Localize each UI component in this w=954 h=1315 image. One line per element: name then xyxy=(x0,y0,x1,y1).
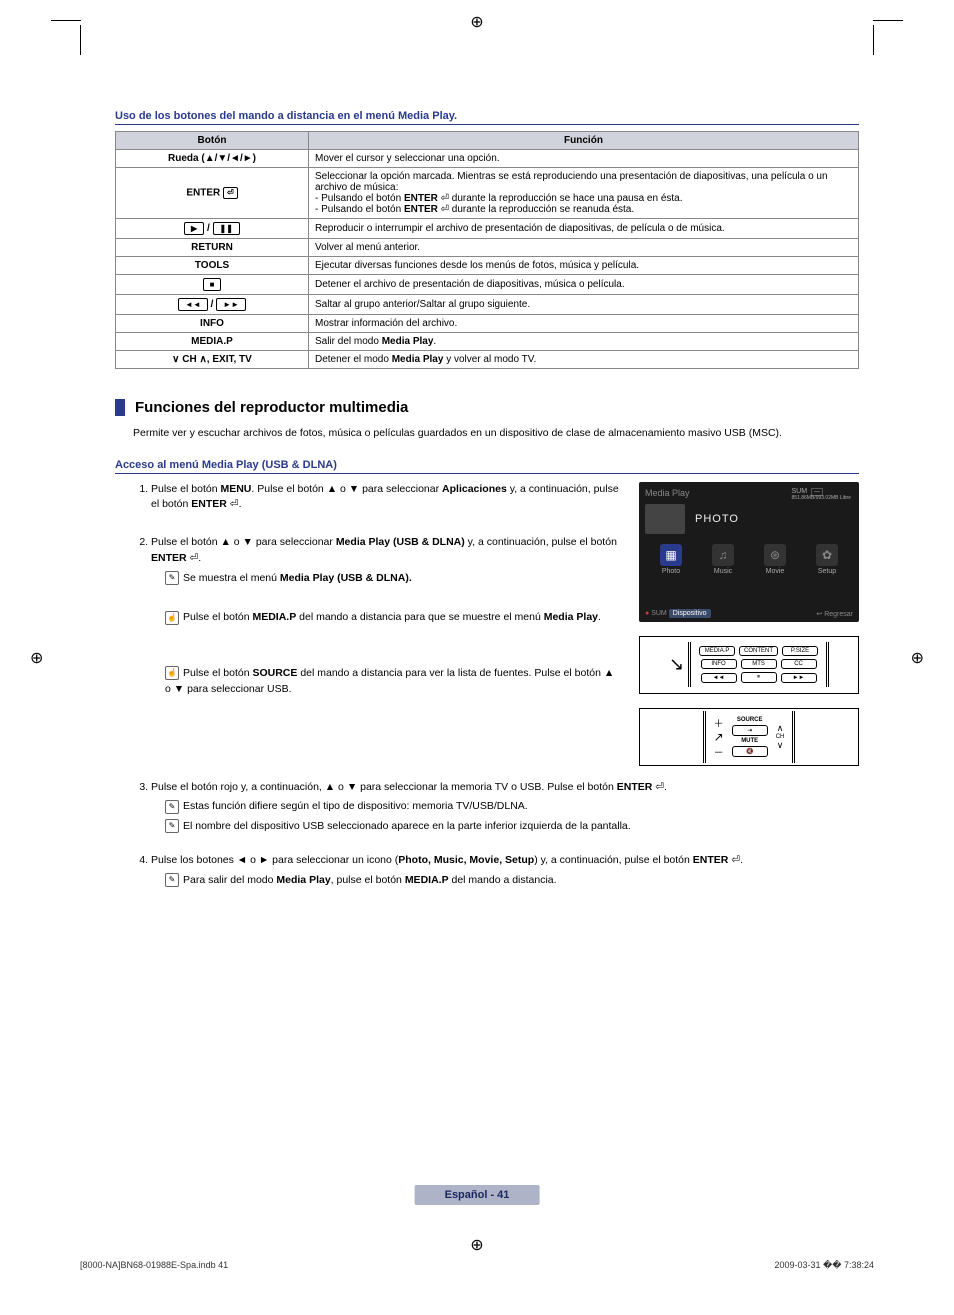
remote-btn: ⏸ xyxy=(741,672,777,683)
remote-btn: ►► xyxy=(781,673,817,683)
crop-mark-top: ⊕ xyxy=(470,12,483,32)
source-button: ⇥ xyxy=(732,725,768,736)
step-3: Pulse el botón rojo y, a continuación, ▲… xyxy=(151,780,859,835)
table-row: MEDIA.PSalir del modo Media Play. xyxy=(116,333,859,351)
step-2: Pulse el botón ▲ o ▼ para seleccionar Me… xyxy=(151,535,619,698)
ss-sum: SUM — 851.86MB/993.02MB Libre xyxy=(792,488,851,501)
crop-mark-left: ⊕ xyxy=(30,648,43,668)
ss-return: ↩ Regresar xyxy=(816,610,853,618)
remote-btn: MEDIA.P xyxy=(699,646,735,656)
table-row: ■Detener el archivo de presentación de d… xyxy=(116,275,859,295)
note-icon: ✎ xyxy=(165,800,179,814)
step-1: Pulse el botón MENU. Pulse el botón ▲ o … xyxy=(151,482,619,514)
remote-source: ＋ ↗ － SOURCE ⇥ MUTE 🔇 ∧ CH ∨ xyxy=(639,708,859,766)
photo-label: PHOTO xyxy=(695,513,739,525)
col-funcion: Función xyxy=(309,132,859,150)
crop-mark-right: ⊕ xyxy=(911,648,924,668)
table-row: TOOLSEjecutar diversas funciones desde l… xyxy=(116,257,859,275)
table-row: ENTER ⏎Seleccionar la opción marcada. Mi… xyxy=(116,168,859,219)
tip-icon: ☝ xyxy=(165,666,179,680)
remote-btn: ◄◄ xyxy=(701,673,737,683)
ss-icon-photo: ▦Photo xyxy=(660,544,682,575)
crop-mark-bottom: ⊕ xyxy=(470,1235,483,1255)
source-label: SOURCE xyxy=(737,717,763,723)
step-4: Pulse los botones ◄ o ► para seleccionar… xyxy=(151,853,859,889)
ss-icon-setup: ✿Setup xyxy=(816,544,838,575)
table-row: ▶ / ❚❚Reproducir o interrumpir el archiv… xyxy=(116,219,859,239)
subhead-acceso: Acceso al menú Media Play (USB & DLNA) xyxy=(115,459,859,474)
h2-funciones: Funciones del reproductor multimedia xyxy=(115,399,859,416)
col-boton: Botón xyxy=(116,132,309,150)
note-icon: ✎ xyxy=(165,571,179,585)
remote-mediap: ↘ MEDIA.PCONTENTP.SIZEINFOMTSCC◄◄⏸►► xyxy=(639,636,859,694)
print-filename: [8000-NA]BN68-01988E-Spa.indb 41 xyxy=(80,1260,228,1271)
note-icon: ✎ xyxy=(165,819,179,833)
mute-button: 🔇 xyxy=(732,746,768,757)
table-row: Rueda (▲/▼/◄/►)Mover el cursor y selecci… xyxy=(116,150,859,168)
table-row: INFOMostrar información del archivo. xyxy=(116,315,859,333)
media-play-screenshot: Media Play SUM — 851.86MB/993.02MB Libre… xyxy=(639,482,859,622)
page-number: Español - 41 xyxy=(415,1185,540,1205)
note-icon: ✎ xyxy=(165,873,179,887)
device-badge: Dispositivo xyxy=(669,609,711,618)
table-row: ◄◄ / ►►Saltar al grupo anterior/Saltar a… xyxy=(116,295,859,315)
remote-btn: MTS xyxy=(741,659,777,669)
table-row: RETURNVolver al menú anterior. xyxy=(116,239,859,257)
remote-btn: P.SIZE xyxy=(782,646,818,656)
print-timestamp: 2009-03-31 �� 7:38:24 xyxy=(774,1260,874,1271)
tip-icon: ☝ xyxy=(165,611,179,625)
section-title: Uso de los botones del mando a distancia… xyxy=(115,110,859,125)
ss-icon-movie: ⊛Movie xyxy=(764,544,786,575)
remote-btn: CC xyxy=(781,659,817,669)
table-row: ∨ CH ∧, EXIT, TVDetener el modo Media Pl… xyxy=(116,351,859,369)
remote-btn: CONTENT xyxy=(739,646,778,656)
remote-btn: INFO xyxy=(701,659,737,669)
photo-thumb xyxy=(645,504,685,534)
ss-icon-music: ♫Music xyxy=(712,544,734,575)
buttons-table: Botón Función Rueda (▲/▼/◄/►)Mover el cu… xyxy=(115,131,859,369)
intro-text: Permite ver y escuchar archivos de fotos… xyxy=(133,426,859,441)
mute-label: MUTE xyxy=(741,738,758,744)
